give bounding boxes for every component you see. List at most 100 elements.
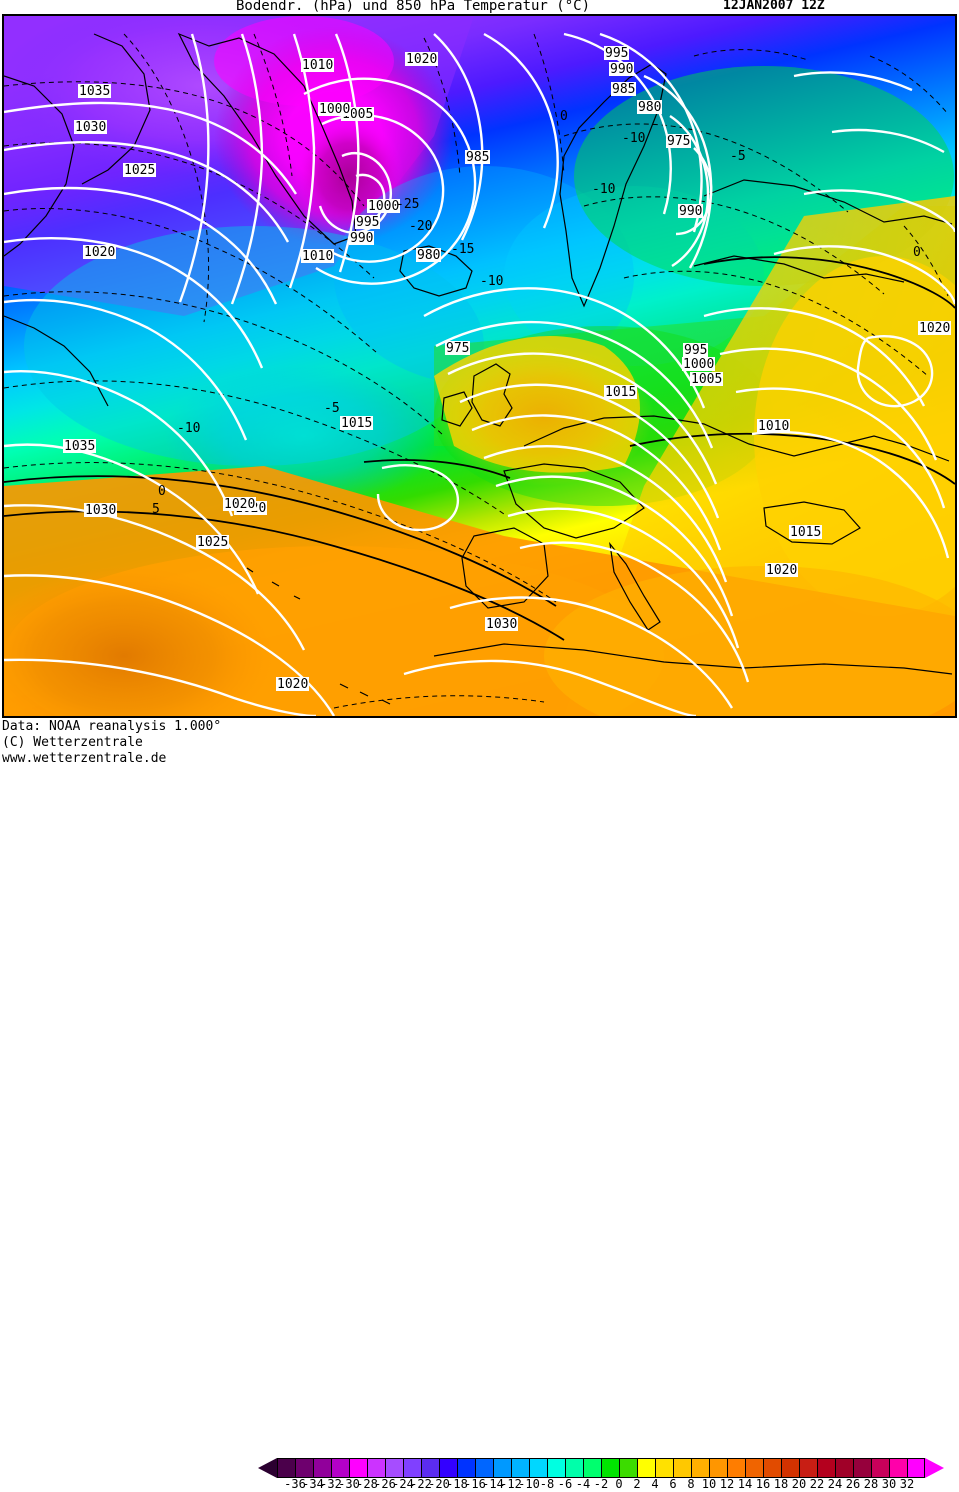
colorbar-cell — [745, 1458, 763, 1478]
weather-map[interactable]: 1035 1030 1025 1020 1035 1030 1025 1020 … — [2, 14, 957, 718]
isobar-label: 1020 — [276, 677, 310, 692]
colorbar-cell — [601, 1458, 619, 1478]
isobar-label: 1015 — [340, 416, 374, 431]
colorbar-cell — [817, 1458, 835, 1478]
isobar-label: 975 — [445, 341, 471, 356]
isobar-label: 1035 — [63, 439, 97, 454]
colorbar-cell — [889, 1458, 907, 1478]
isobar-label: 1010 — [301, 58, 335, 73]
isobar-label: 1035 — [78, 84, 112, 99]
isobar-label: 990 — [349, 231, 375, 246]
isobar-label: 1030 — [485, 617, 519, 632]
colorbar-cell — [655, 1458, 673, 1478]
isotherm-label: 0 — [399, 716, 407, 718]
colorbar-cell — [349, 1458, 367, 1478]
colorbar-cells — [277, 1458, 925, 1478]
isotherm-label: -5 — [730, 149, 746, 164]
colorbar-cell — [727, 1458, 745, 1478]
temperature-colorbar[interactable]: -36 -34 -32 -30 -28 -26 -24 -22 -20 -18 -16 -14 -12-… — [258, 1458, 944, 1491]
colorbar-cell — [799, 1458, 817, 1478]
colorbar-cell — [871, 1458, 889, 1478]
valid-time-label: 12JAN2007 12Z — [723, 0, 825, 13]
colorbar-cell — [493, 1458, 511, 1478]
isobar-label: 995 — [355, 215, 381, 230]
temperature-field — [4, 16, 955, 716]
isotherm-label: -10 — [480, 274, 504, 289]
isobar-label: 1000 — [682, 357, 716, 372]
colorbar-cell — [313, 1458, 331, 1478]
isobar-label: 980 — [416, 248, 442, 263]
isotherm-label: 0 — [158, 484, 166, 499]
colorbar-cell — [295, 1458, 313, 1478]
isobar-label: 1005 — [690, 372, 724, 387]
colorbar-tick: 32 — [899, 1477, 915, 1491]
isotherm-label: -10 — [592, 182, 616, 197]
isobar-label: 1015 — [604, 385, 638, 400]
footer: Data: NOAA reanalysis 1.000° (C) Wetterz… — [0, 719, 959, 1491]
colorbar-cell — [277, 1458, 295, 1478]
isotherms — [4, 33, 949, 709]
colorbar-cell — [421, 1458, 439, 1478]
page-title: Bodendr. (hPa) und 850 hPa Temperatur (°… — [236, 0, 591, 14]
website-label: www.wetterzentrale.de — [2, 751, 167, 766]
colorbar-cell — [475, 1458, 493, 1478]
isobar-label: 1020 — [83, 245, 117, 260]
colorbar-right-arrow — [925, 1458, 944, 1478]
colorbar-cell — [835, 1458, 853, 1478]
colorbar-cell — [763, 1458, 781, 1478]
isobar-label: 1020 — [223, 497, 257, 512]
isobar-label: 995 — [683, 343, 709, 358]
isobar-label: 990 — [678, 204, 704, 219]
title-bar: Bodendr. (hPa) und 850 hPa Temperatur (°… — [0, 0, 959, 14]
isobar-label: 1020 — [405, 52, 439, 67]
isotherm-label: 5 — [152, 502, 160, 517]
isobar-label: 1025 — [196, 535, 230, 550]
colorbar-cell — [331, 1458, 349, 1478]
colorbar-left-arrow — [258, 1458, 277, 1478]
colorbar-cell — [853, 1458, 871, 1478]
colorbar-cell — [565, 1458, 583, 1478]
isotherm-label: 0 — [913, 245, 921, 260]
colorbar-cell — [583, 1458, 601, 1478]
data-source-label: Data: NOAA reanalysis 1.000° — [2, 719, 222, 734]
isobar-label: 1030 — [84, 503, 118, 518]
colorbar-cell — [637, 1458, 655, 1478]
isobar-label: 1020 — [765, 563, 799, 578]
isotherm-label: -20 — [409, 219, 433, 234]
colorbar-cell — [403, 1458, 421, 1478]
isotherm-label: -10 — [177, 421, 201, 436]
isotherm-label: -5 — [324, 401, 340, 416]
isobar-label: 1000 — [367, 199, 401, 214]
colorbar-cell — [673, 1458, 691, 1478]
colorbar-cell — [619, 1458, 637, 1478]
isobar-label: 985 — [465, 150, 491, 165]
colorbar-cell — [385, 1458, 403, 1478]
colorbar-cell — [709, 1458, 727, 1478]
colorbar-cell — [439, 1458, 457, 1478]
isobar-label: 1020 — [918, 321, 952, 336]
isotherm-label: -25 — [396, 197, 420, 212]
isobar-label: 1010 — [301, 249, 335, 264]
isotherm-label: -10 — [622, 131, 646, 146]
colorbar-cell — [529, 1458, 547, 1478]
isobar-label: 990 — [609, 62, 635, 77]
colorbar-cell — [907, 1458, 925, 1478]
colorbar-cell — [691, 1458, 709, 1478]
isobar-label: 1015 — [789, 525, 823, 540]
isotherm-label: 0 — [560, 109, 568, 124]
isobar-label: 995 — [604, 46, 630, 61]
colorbar-cell — [511, 1458, 529, 1478]
colorbar-cell — [547, 1458, 565, 1478]
isotherm-label: -15 — [451, 242, 475, 257]
isobar-label: 1025 — [123, 163, 157, 178]
colorbar-cell — [367, 1458, 385, 1478]
isobar-label: 985 — [611, 82, 637, 97]
map-canvas: 1035 1030 1025 1020 1035 1030 1025 1020 … — [4, 16, 955, 716]
colorbar-cell — [781, 1458, 799, 1478]
isobar-label: 1000 — [318, 102, 352, 117]
copyright-label: (C) Wetterzentrale — [2, 735, 143, 750]
colorbar-cell — [457, 1458, 475, 1478]
isobar-label: 1010 — [757, 419, 791, 434]
isobar-label: 1030 — [74, 120, 108, 135]
